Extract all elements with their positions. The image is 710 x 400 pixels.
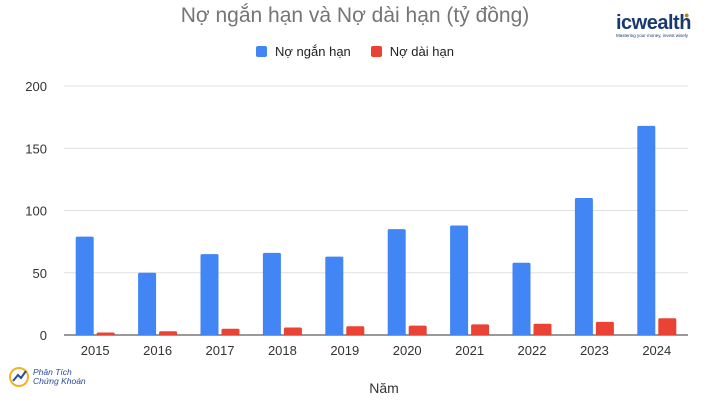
legend-item-long-term: Nợ dài hạn [370, 44, 454, 59]
x-tick-label: 2019 [330, 343, 359, 358]
bar-short-term [138, 272, 157, 335]
bar-long-term [159, 331, 178, 335]
x-axis-label: Năm [369, 380, 399, 396]
footer-logo-line1: Phân Tích [33, 367, 72, 377]
footer-logo-line2: Chứng Khoán [33, 376, 86, 386]
brand-logo: ● icwealth Mastering your money, invest … [616, 10, 696, 38]
x-tick-label: 2018 [268, 343, 297, 358]
bar-short-term [262, 252, 281, 335]
bar-long-term [658, 318, 677, 335]
y-tick-label: 200 [25, 79, 47, 94]
legend-label-short-term: Nợ ngắn hạn [275, 44, 351, 59]
x-tick-label: 2021 [455, 343, 484, 358]
bar-long-term [221, 328, 240, 335]
x-tick-label: 2024 [642, 343, 671, 358]
bar-long-term [96, 332, 115, 335]
y-tick-label: 100 [25, 204, 47, 219]
chart-logo-icon [9, 367, 29, 387]
brand-coin-icon: ● [684, 10, 690, 20]
x-tick-label: 2017 [206, 343, 235, 358]
bar-long-term [408, 325, 427, 335]
bar-short-term [637, 125, 656, 335]
bar-short-term [325, 256, 344, 335]
x-tick-label: 2016 [143, 343, 172, 358]
bar-short-term [387, 229, 406, 335]
bar-short-term [75, 236, 94, 335]
brand-tagline: Mastering your money, invest wisely [616, 33, 688, 38]
bar-short-term [574, 198, 593, 335]
x-tick-label: 2023 [580, 343, 609, 358]
bar-long-term [346, 326, 365, 335]
footer-logo: Phân Tích Chứng Khoán [8, 366, 86, 388]
brand-name: icwealth [616, 12, 691, 34]
y-tick-label: 50 [33, 266, 47, 281]
bar-short-term [512, 262, 531, 335]
chart-legend: Nợ ngắn hạn Nợ dài hạn [0, 44, 710, 59]
legend-swatch-long-term [370, 46, 382, 57]
legend-label-long-term: Nợ dài hạn [389, 44, 454, 59]
bar-long-term [471, 324, 490, 335]
y-tick-label: 0 [40, 328, 47, 343]
chart-title: Nợ ngắn hạn và Nợ dài hạn (tỷ đồng) [180, 4, 530, 27]
x-tick-label: 2015 [81, 343, 110, 358]
bar-short-term [200, 254, 219, 335]
y-tick-label: 150 [25, 141, 47, 156]
bar-long-term [595, 321, 614, 335]
x-tick-label: 2022 [518, 343, 547, 358]
bar-short-term [450, 225, 469, 335]
legend-swatch-short-term [256, 46, 268, 57]
x-tick-label: 2020 [393, 343, 422, 358]
bar-long-term [533, 323, 552, 335]
bar-long-term [283, 327, 302, 335]
legend-item-short-term: Nợ ngắn hạn [256, 44, 351, 59]
